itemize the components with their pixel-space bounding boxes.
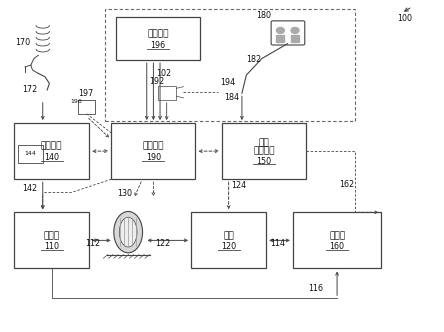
Text: 130: 130	[117, 189, 132, 198]
Text: 112: 112	[85, 239, 100, 248]
Text: 182: 182	[246, 55, 262, 64]
Bar	[105, 9, 355, 122]
Bar	[78, 100, 95, 114]
Text: 102: 102	[156, 69, 172, 78]
FancyBboxPatch shape	[271, 21, 305, 45]
Text: 140: 140	[44, 153, 59, 162]
Text: 100: 100	[397, 14, 412, 23]
Bar	[222, 123, 306, 179]
Text: 190: 190	[146, 153, 161, 162]
FancyBboxPatch shape	[158, 86, 176, 100]
Text: 192: 192	[150, 77, 165, 86]
Ellipse shape	[114, 211, 143, 253]
Circle shape	[277, 28, 285, 34]
Text: 124: 124	[231, 182, 246, 191]
Bar	[18, 144, 43, 163]
Text: 122: 122	[155, 239, 171, 248]
Bar	[277, 35, 284, 42]
Text: 160: 160	[329, 242, 345, 252]
Text: 120: 120	[221, 242, 236, 252]
Text: 194: 194	[220, 78, 235, 87]
Text: 196: 196	[71, 99, 83, 104]
Circle shape	[291, 28, 299, 34]
Text: 162: 162	[339, 181, 354, 190]
Text: 144: 144	[24, 151, 36, 156]
Text: 发动机: 发动机	[44, 231, 59, 240]
Text: 发电机: 发电机	[329, 231, 345, 240]
Text: 180: 180	[256, 11, 271, 20]
Text: 197: 197	[78, 89, 93, 98]
Text: 184: 184	[224, 93, 239, 102]
Text: 存储装置: 存储装置	[253, 147, 275, 156]
Text: 170: 170	[15, 38, 30, 47]
Bar	[111, 123, 195, 179]
Bar	[293, 212, 381, 269]
Text: 马达: 马达	[223, 231, 234, 240]
Text: 150: 150	[257, 157, 272, 166]
Bar	[14, 123, 89, 179]
Text: 196: 196	[150, 41, 165, 50]
Bar	[116, 17, 200, 60]
Text: 116: 116	[308, 284, 323, 293]
Text: 110: 110	[44, 242, 59, 252]
Text: 114: 114	[270, 239, 285, 248]
Bar	[191, 212, 266, 269]
Text: 燃料系统: 燃料系统	[41, 142, 62, 151]
Text: 能量: 能量	[259, 138, 270, 147]
Ellipse shape	[119, 217, 137, 247]
Text: 消息中心: 消息中心	[147, 29, 169, 38]
Text: 控制系统: 控制系统	[143, 142, 164, 151]
Text: 142: 142	[22, 184, 37, 193]
Text: 172: 172	[22, 85, 37, 94]
Bar	[292, 35, 298, 42]
Bar	[14, 212, 89, 269]
